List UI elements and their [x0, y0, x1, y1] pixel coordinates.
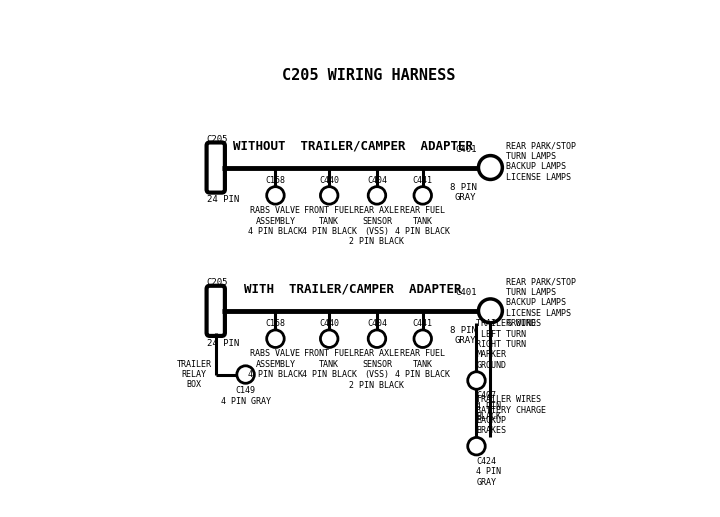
Text: C149
4 PIN GRAY: C149 4 PIN GRAY — [220, 387, 271, 406]
Text: REAR FUEL
TANK
4 PIN BLACK: REAR FUEL TANK 4 PIN BLACK — [395, 349, 450, 379]
Circle shape — [237, 366, 254, 383]
Text: C440: C440 — [319, 176, 339, 185]
Circle shape — [479, 156, 503, 179]
FancyBboxPatch shape — [207, 143, 225, 193]
Text: TRAILER
RELAY
BOX: TRAILER RELAY BOX — [176, 360, 212, 389]
Text: C441: C441 — [413, 319, 433, 328]
Text: TRAILER WIRES
BATTERY CHARGE
BACKUP
BRAKES: TRAILER WIRES BATTERY CHARGE BACKUP BRAK… — [477, 396, 546, 435]
Text: REAR PARK/STOP
TURN LAMPS
BACKUP LAMPS
LICENSE LAMPS
GROUND: REAR PARK/STOP TURN LAMPS BACKUP LAMPS L… — [506, 278, 576, 328]
Circle shape — [320, 187, 338, 204]
Text: C205 WIRING HARNESS: C205 WIRING HARNESS — [282, 68, 456, 83]
Circle shape — [368, 187, 386, 204]
Text: REAR AXLE
SENSOR
(VSS)
2 PIN BLACK: REAR AXLE SENSOR (VSS) 2 PIN BLACK — [349, 206, 405, 246]
Text: C424
4 PIN
GRAY: C424 4 PIN GRAY — [477, 457, 502, 486]
Circle shape — [368, 330, 386, 347]
Text: C205: C205 — [207, 278, 228, 287]
Text: 8 PIN
GRAY: 8 PIN GRAY — [449, 326, 477, 345]
Circle shape — [468, 372, 485, 389]
Circle shape — [266, 330, 284, 347]
Text: C401: C401 — [455, 145, 477, 154]
Text: 24 PIN: 24 PIN — [207, 339, 239, 348]
Text: C158: C158 — [266, 319, 285, 328]
Text: 8 PIN
GRAY: 8 PIN GRAY — [449, 183, 477, 202]
Text: C401: C401 — [455, 288, 477, 297]
Text: C205: C205 — [207, 135, 228, 144]
Text: C158: C158 — [266, 176, 285, 185]
Circle shape — [266, 187, 284, 204]
Text: 24 PIN: 24 PIN — [207, 195, 239, 204]
Text: C441: C441 — [413, 176, 433, 185]
Circle shape — [468, 437, 485, 455]
Text: REAR FUEL
TANK
4 PIN BLACK: REAR FUEL TANK 4 PIN BLACK — [395, 206, 450, 236]
Circle shape — [414, 187, 431, 204]
Text: TRAILER WIRES
 LEFT TURN
RIGHT TURN
MARKER
GROUND: TRAILER WIRES LEFT TURN RIGHT TURN MARKE… — [477, 319, 541, 370]
Text: FRONT FUEL
TANK
4 PIN BLACK: FRONT FUEL TANK 4 PIN BLACK — [302, 206, 356, 236]
FancyBboxPatch shape — [207, 286, 225, 336]
Circle shape — [414, 330, 431, 347]
Text: WITH  TRAILER/CAMPER  ADAPTER: WITH TRAILER/CAMPER ADAPTER — [244, 282, 462, 295]
Text: REAR PARK/STOP
TURN LAMPS
BACKUP LAMPS
LICENSE LAMPS: REAR PARK/STOP TURN LAMPS BACKUP LAMPS L… — [506, 142, 576, 181]
Circle shape — [320, 330, 338, 347]
Text: RABS VALVE
ASSEMBLY
4 PIN BLACK: RABS VALVE ASSEMBLY 4 PIN BLACK — [248, 206, 303, 236]
Text: REAR AXLE
SENSOR
(VSS)
2 PIN BLACK: REAR AXLE SENSOR (VSS) 2 PIN BLACK — [349, 349, 405, 390]
Text: RABS VALVE
ASSEMBLY
4 PIN BLACK: RABS VALVE ASSEMBLY 4 PIN BLACK — [248, 349, 303, 379]
Text: WITHOUT  TRAILER/CAMPER  ADAPTER: WITHOUT TRAILER/CAMPER ADAPTER — [233, 139, 473, 152]
Text: C404: C404 — [367, 176, 387, 185]
Text: C440: C440 — [319, 319, 339, 328]
Circle shape — [479, 299, 503, 323]
Text: C407
4 PIN
BLACK: C407 4 PIN BLACK — [477, 391, 502, 421]
Text: FRONT FUEL
TANK
4 PIN BLACK: FRONT FUEL TANK 4 PIN BLACK — [302, 349, 356, 379]
Text: C404: C404 — [367, 319, 387, 328]
